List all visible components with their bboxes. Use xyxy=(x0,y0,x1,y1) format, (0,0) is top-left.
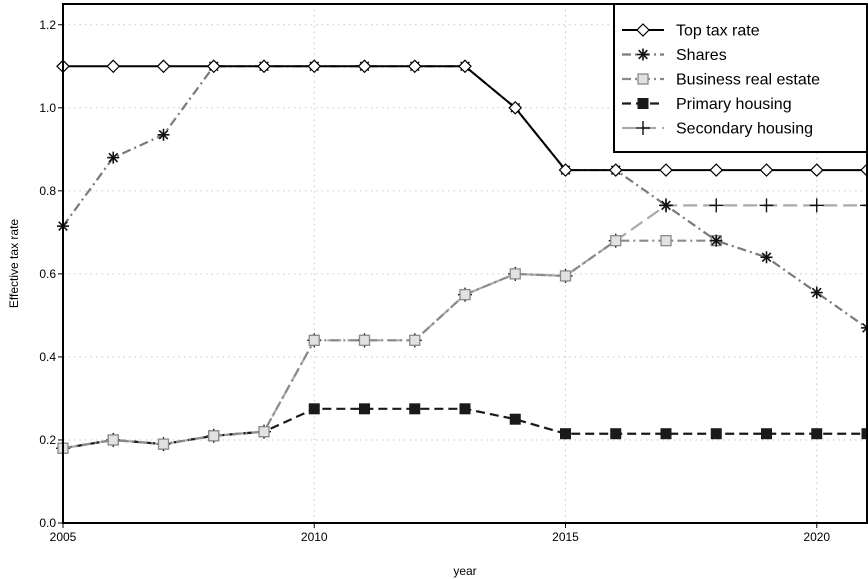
x-tick-label: 2005 xyxy=(50,530,77,544)
data-point-primary-housing xyxy=(409,403,421,415)
legend-item-primary-housing: Primary housing xyxy=(622,96,792,113)
axes xyxy=(62,3,868,524)
data-point-business-real-estate xyxy=(610,235,622,247)
data-point-shares xyxy=(810,286,823,299)
y-tick-label: 0.4 xyxy=(39,350,56,364)
data-point-primary-housing xyxy=(660,428,672,440)
data-point-business-real-estate xyxy=(509,268,521,280)
legend-swatch-marker xyxy=(637,98,649,109)
data-point-top-tax-rate xyxy=(156,59,171,74)
y-tick-label: 0.6 xyxy=(39,267,56,281)
data-point-primary-housing xyxy=(560,428,571,440)
y-tick-label: 1.0 xyxy=(39,101,56,115)
data-point-business-real-estate xyxy=(459,288,471,301)
legend-item-secondary-housing: Secondary housing xyxy=(622,121,813,138)
data-point-top-tax-rate xyxy=(357,59,372,74)
data-point-shares xyxy=(660,199,672,212)
x-tick-label: 2020 xyxy=(803,530,830,544)
data-point-secondary-housing xyxy=(809,198,824,213)
data-point-primary-housing xyxy=(811,428,823,440)
legend-swatch-marker xyxy=(637,48,649,61)
series-line-secondary-housing xyxy=(62,204,867,450)
data-point-primary-housing xyxy=(761,428,772,440)
data-point-shares xyxy=(107,151,120,164)
data-point-business-real-estate xyxy=(559,270,572,282)
legend-label: Top tax rate xyxy=(676,23,760,40)
data-point-business-real-estate xyxy=(358,334,371,346)
legend-box xyxy=(613,3,868,153)
legend-swatch-marker xyxy=(637,73,649,85)
data-point-top-tax-rate xyxy=(809,163,824,177)
y-tick-label: 0.0 xyxy=(39,516,56,530)
x-tick-label: 2010 xyxy=(301,530,328,544)
legend-item-top-tax-rate: Top tax rate xyxy=(622,23,760,40)
data-point-top-tax-rate xyxy=(709,163,724,177)
data-point-top-tax-rate xyxy=(307,59,322,74)
data-point-business-real-estate xyxy=(157,438,170,450)
data-point-business-real-estate xyxy=(258,426,270,438)
legend-item-shares: Shares xyxy=(622,47,727,64)
y-tick-label: 0.8 xyxy=(39,184,56,198)
data-point-primary-housing xyxy=(359,403,370,415)
data-point-top-tax-rate xyxy=(608,163,623,177)
y-axis-title: Effective tax rate xyxy=(7,219,21,308)
legend: Top tax rate Shares Business real estate Pr… xyxy=(613,3,868,153)
data-point-top-tax-rate xyxy=(508,100,523,115)
legend-label: Shares xyxy=(676,47,727,64)
data-point-top-tax-rate xyxy=(659,163,673,177)
legend-swatch-marker xyxy=(636,121,650,135)
y-tick-label: 1.2 xyxy=(39,18,56,32)
legend-swatch-marker xyxy=(636,23,650,37)
data-point-top-tax-rate xyxy=(257,59,271,74)
x-axis-title: year xyxy=(453,564,476,578)
data-point-primary-housing xyxy=(308,403,320,415)
data-point-business-real-estate xyxy=(308,334,320,346)
data-point-top-tax-rate xyxy=(106,59,121,74)
data-point-top-tax-rate xyxy=(458,59,472,74)
data-point-business-real-estate xyxy=(409,334,421,346)
legend-label: Primary housing xyxy=(676,96,792,113)
data-point-shares xyxy=(760,251,773,264)
data-point-top-tax-rate xyxy=(558,163,573,177)
data-point-primary-housing xyxy=(710,428,722,440)
legend-label: Business real estate xyxy=(676,72,820,89)
data-point-secondary-housing xyxy=(759,198,774,213)
legend-item-business-real-estate: Business real estate xyxy=(622,72,820,89)
data-point-primary-housing xyxy=(459,403,471,415)
data-point-primary-housing xyxy=(610,428,622,440)
data-point-business-real-estate xyxy=(660,235,672,247)
data-point-top-tax-rate xyxy=(206,59,221,74)
series-top-tax-rate xyxy=(56,59,868,177)
plot-frame xyxy=(62,3,868,524)
data-point-business-real-estate xyxy=(208,430,220,442)
data-point-primary-housing xyxy=(509,413,521,425)
ticks: 2005 2010 2015 2020 0.0 0.2 0.4 0.6 0.8 1.0 1.2 xyxy=(39,18,830,544)
data-point-top-tax-rate xyxy=(759,163,774,177)
series-line-business-real-estate xyxy=(62,239,717,450)
data-point-top-tax-rate xyxy=(407,59,422,74)
series-group xyxy=(56,59,868,456)
data-point-shares xyxy=(157,128,170,141)
x-tick-label: 2015 xyxy=(552,530,579,544)
data-point-shares xyxy=(710,234,723,247)
legend-label: Secondary housing xyxy=(676,121,813,138)
y-tick-label: 0.2 xyxy=(39,433,56,447)
data-point-secondary-housing xyxy=(709,198,724,213)
data-point-business-real-estate xyxy=(107,434,119,446)
